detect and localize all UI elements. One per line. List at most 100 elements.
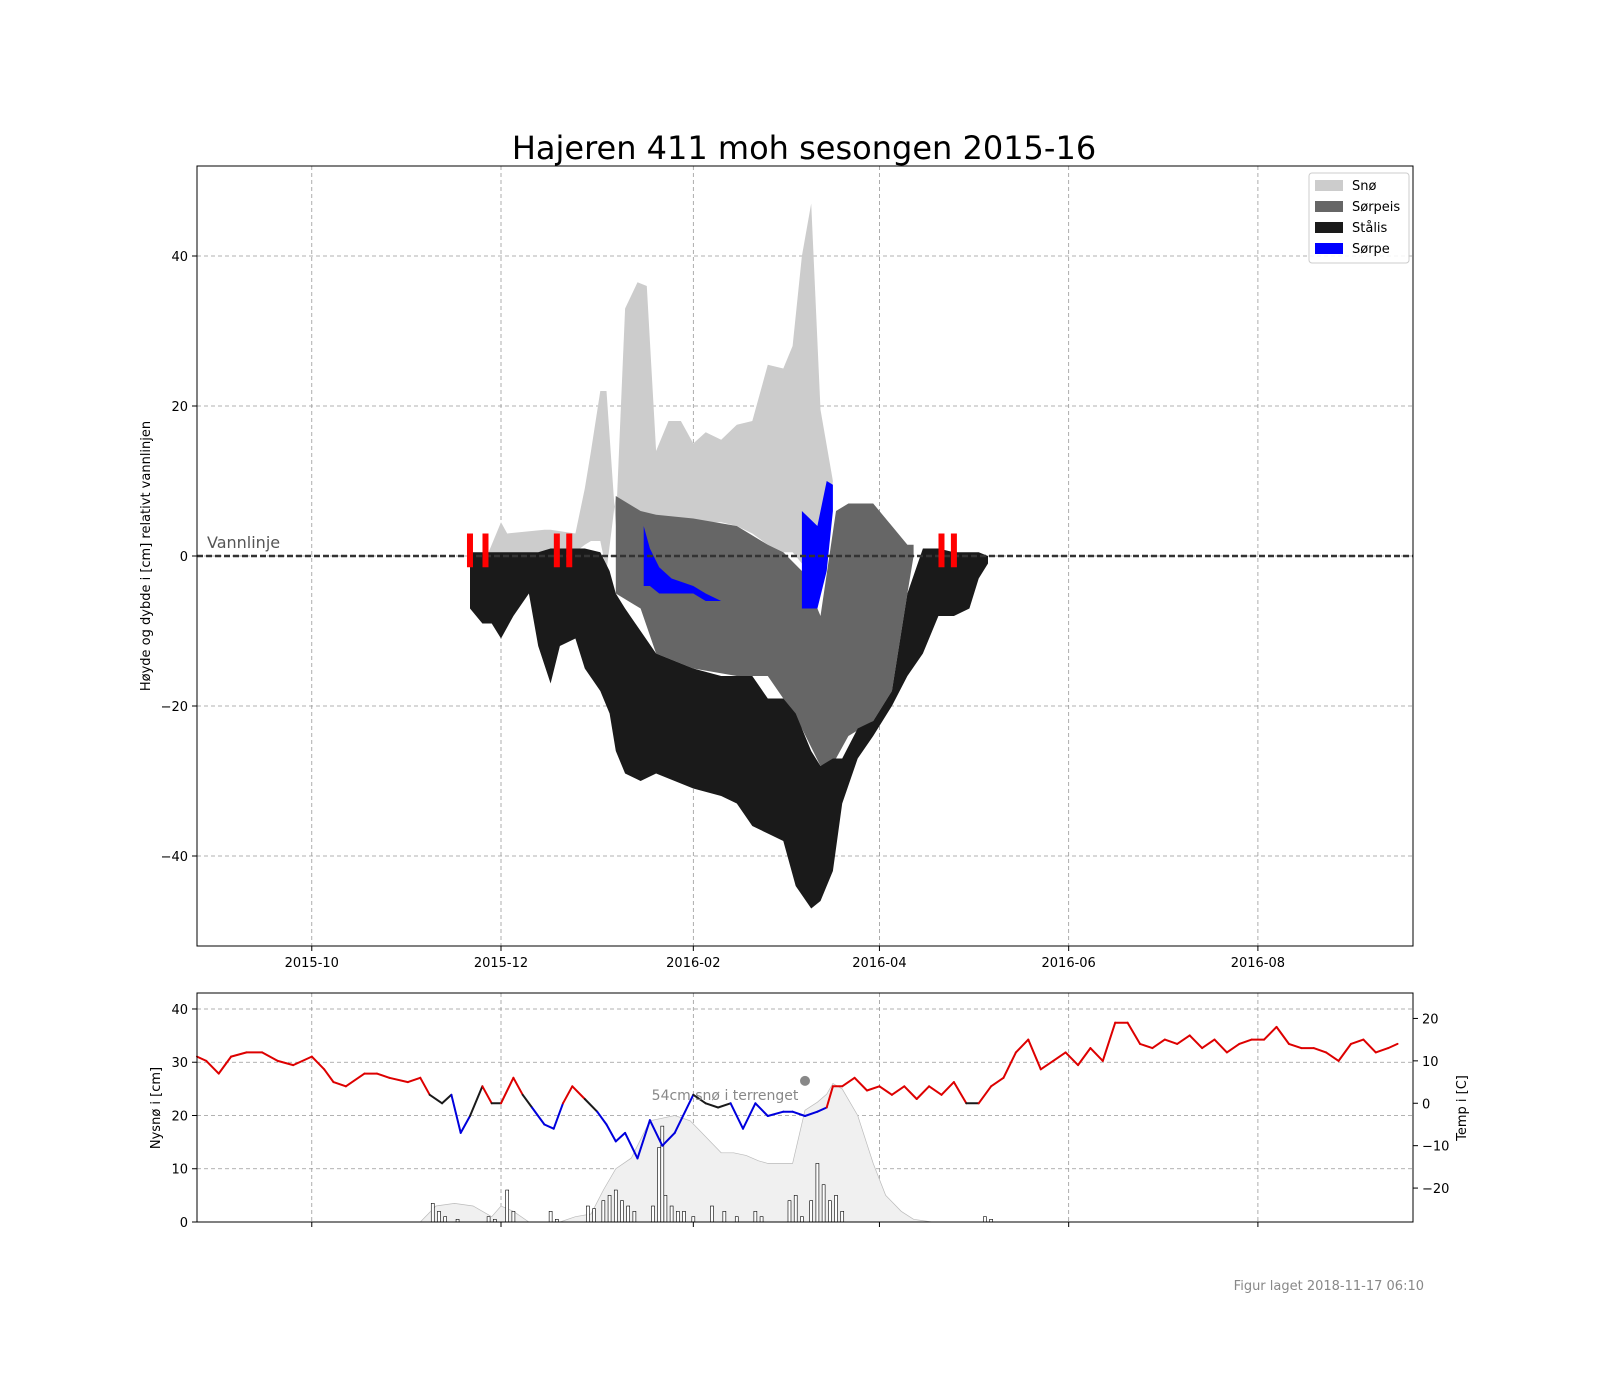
new-snow-bar [651,1205,655,1223]
temperature-line-segment [375,1072,391,1079]
temperature-line-segment [1213,1038,1228,1054]
new-snow-bar [676,1211,680,1223]
temperature-line-segment [692,1093,707,1105]
new-snow-bar [821,1184,826,1223]
temperature-line-segment [648,1119,664,1147]
new-snow-bar [840,1211,845,1223]
temperature-line-segment [866,1085,881,1092]
temperature-line-segment [583,1098,599,1113]
temperature-line-segment [878,1085,893,1096]
temperature-line-segment [543,1123,555,1130]
temp-y-tick-label: 0 [1422,1097,1430,1112]
temperature-line-segment [261,1051,279,1062]
new-snow-bar [815,1163,820,1223]
temperature-line-segment [1126,1021,1141,1045]
temperature-line-segment [406,1076,422,1084]
temperature-line-segment [531,1106,546,1126]
temperature-line-segment [729,1102,744,1130]
weather-chart-series: 54cm snø i terrenget [196,1021,1399,1223]
temperature-line-segment [310,1055,326,1071]
temperature-line-segment [1287,1042,1303,1050]
new-snow-bar [620,1200,624,1223]
new-snow-bar [657,1147,662,1223]
temperature-line-segment [500,1076,515,1105]
new-snow-bar [734,1216,739,1223]
weather-y-tick-label: 30 [171,1056,188,1071]
temperature-line-segment [952,1081,968,1105]
temperature-line-segment [1188,1034,1204,1050]
new-snow-bar [626,1205,630,1223]
temperature-line-segment [196,1055,208,1062]
weather-chart: 54cm snø i terrenget 0 10 20 30 40 −20 −10 0 10 2… [149,992,1470,1231]
temperature-line-segment [804,1110,819,1117]
temperature-line-segment [1052,1051,1067,1062]
temperature-line-segment [1350,1038,1365,1045]
temperature-line-segment [928,1085,943,1096]
new-snow-bar [787,1200,792,1223]
temperature-line-segment [825,1085,834,1109]
ice-x-tick-label: 2016-06 [1042,956,1096,971]
new-snow-bar [511,1211,516,1223]
temperature-line-segment [1002,1051,1017,1079]
temperature-line-segment [450,1093,462,1134]
series-stålis [470,548,988,909]
temperature-line-segment [673,1093,695,1134]
series-sørpe [643,526,722,601]
new-snow-bar [443,1216,447,1223]
temperature-line-segment [512,1076,524,1096]
weather-y-tick-label: 0 [180,1216,188,1231]
waterline-label: Vannlinje [207,533,280,552]
new-snow-bar [505,1189,510,1223]
new-snow-bar [809,1200,814,1223]
temperature-line-segment [1263,1025,1278,1041]
temperature-line-segment [841,1076,856,1088]
series-snø [488,203,843,594]
temperature-line-segment [1387,1042,1399,1050]
weather-y-tick-label: 20 [171,1109,188,1124]
new-snow-bar [486,1216,491,1223]
ice-x-tick-label: 2015-12 [474,956,528,971]
ice-chart-annotations: Vannlinje [197,533,1413,568]
new-snow-bar [800,1216,804,1223]
temperature-line-segment [791,1110,806,1117]
temperature-line-segment [469,1085,484,1117]
temperature-line-segment [977,1085,993,1105]
temperature-line-segment [1039,1059,1055,1071]
temperature-line-segment [1101,1021,1117,1062]
temperature-line-segment [521,1093,533,1109]
temperature-line-segment [704,1102,720,1109]
temperature-line-segment [428,1093,444,1105]
temp-y-tick-label: −20 [1422,1182,1449,1197]
new-snow-bar [660,1125,665,1223]
legend-swatch-sørpeis [1315,201,1343,212]
temperature-line-segment [205,1059,220,1075]
temperature-line-segment [562,1085,574,1105]
temperature-line-segment [624,1131,639,1160]
snow-depth-annotation: 54cm snø i terrenget [652,1088,799,1104]
new-snow-bar [828,1200,832,1223]
temperature-line-segment [1027,1038,1042,1071]
temperature-line-segment [571,1085,586,1100]
snow-depth-marker [800,1075,810,1086]
ice-chart-ticks: 2015-10 2015-12 2016-02 2016-04 2016-06 2016-… [161,250,1285,971]
observation-marker [566,533,573,568]
temperature-line-segment [552,1102,564,1130]
new-snow-bar [613,1189,618,1223]
temperature-line-segment [1337,1042,1352,1062]
temperature-line-segment [217,1055,233,1075]
temperature-line-segment [661,1131,676,1147]
new-snow-bar [607,1195,612,1223]
new-snow-bar [592,1208,596,1223]
temperature-line-segment [481,1085,493,1105]
temperature-line-segment [276,1059,295,1067]
temperature-line-segment [1014,1038,1030,1054]
ice-chart-grid [197,166,1413,946]
temp-y-tick-label: −10 [1422,1140,1449,1155]
temperature-line-segment [230,1051,248,1058]
temperature-line-segment [1064,1051,1079,1067]
temperature-line-segment [717,1102,732,1109]
temp-y-tick-label: 20 [1422,1012,1439,1027]
new-snow-bar [710,1205,714,1223]
ice-x-tick-label: 2016-08 [1231,956,1285,971]
observation-marker [950,533,957,568]
